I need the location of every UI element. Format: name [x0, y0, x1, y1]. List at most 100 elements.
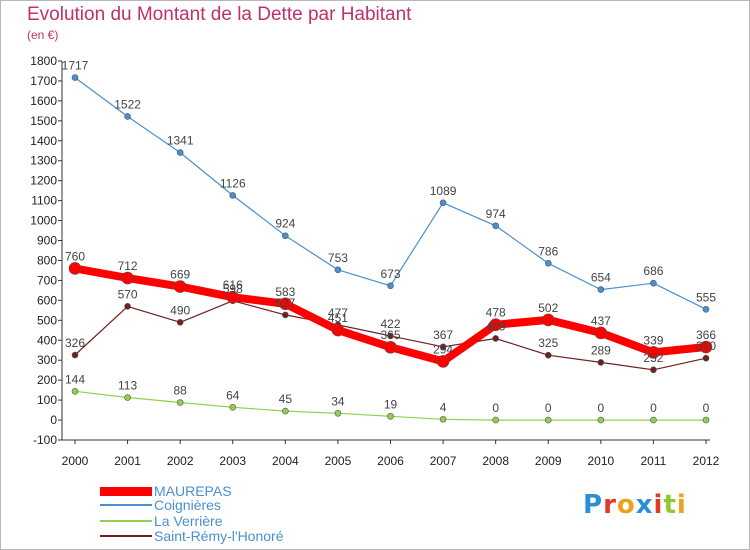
x-tick-label: 2003 — [219, 454, 246, 468]
data-label: 45 — [279, 392, 293, 406]
data-label: 144 — [65, 372, 85, 386]
legend-swatch-coignieres — [100, 504, 152, 506]
legend-swatch-maurepas — [100, 487, 152, 496]
data-point — [594, 326, 608, 340]
data-label: 0 — [703, 401, 710, 415]
data-point — [544, 259, 552, 267]
x-tick-label: 2000 — [62, 454, 89, 468]
legend-swatch-la-verriere — [100, 520, 152, 522]
data-point — [331, 323, 345, 337]
data-label: 34 — [331, 394, 345, 408]
data-point — [650, 416, 657, 424]
data-point — [541, 313, 555, 327]
data-label: 1341 — [167, 134, 194, 148]
data-label: 113 — [118, 379, 137, 393]
chart-axes: 1800170016001500140013001200110010009008… — [30, 54, 719, 468]
chart-subtitle: (en €) — [27, 28, 59, 42]
y-tick-label: 700 — [37, 273, 57, 287]
data-label: 19 — [384, 397, 398, 411]
data-point — [279, 297, 292, 311]
data-label: 502 — [538, 301, 558, 315]
data-label: 616 — [223, 278, 243, 292]
data-label: 673 — [380, 267, 400, 281]
y-tick-label: 1100 — [31, 194, 57, 208]
brand-logo: Proxiti — [583, 490, 687, 520]
data-label: 422 — [380, 317, 400, 331]
x-tick-label: 2001 — [114, 454, 141, 468]
x-tick-label: 2002 — [167, 454, 194, 468]
y-tick-label: 1500 — [30, 114, 57, 128]
data-label: 570 — [118, 287, 138, 301]
y-tick-label: 1600 — [30, 94, 57, 108]
data-label: 924 — [275, 217, 295, 231]
data-point — [439, 343, 447, 351]
data-label: 669 — [170, 268, 190, 282]
x-tick-label: 2008 — [482, 454, 509, 468]
data-point — [124, 394, 131, 401]
y-tick-label: 1000 — [30, 214, 57, 228]
brand-letter: i — [653, 490, 664, 520]
data-label: 1717 — [62, 59, 89, 73]
data-label: 490 — [170, 303, 190, 317]
data-label: 760 — [65, 249, 85, 263]
y-tick-label: 600 — [37, 293, 57, 307]
y-tick-label: 1200 — [30, 174, 57, 188]
data-label: 477 — [328, 306, 348, 320]
data-label: 451 — [328, 311, 348, 325]
data-point — [597, 286, 605, 293]
legend-label-la-verriere: La Verrière — [154, 513, 223, 529]
data-point — [384, 340, 397, 354]
y-tick-label: 1300 — [30, 154, 57, 168]
data-label: 294 — [433, 342, 453, 356]
y-tick-label: 1800 — [30, 54, 57, 68]
data-label: 1522 — [114, 97, 141, 111]
data-point — [387, 332, 394, 340]
data-label: 478 — [486, 306, 506, 320]
brand-letter: t — [663, 490, 677, 520]
data-point — [334, 266, 342, 274]
data-label: 1089 — [430, 184, 457, 198]
data-point — [492, 416, 499, 424]
data-label: 786 — [538, 244, 558, 258]
data-label: 339 — [643, 333, 663, 347]
data-point — [492, 335, 499, 342]
data-point — [702, 354, 710, 362]
data-point — [650, 366, 657, 374]
data-point — [702, 306, 710, 313]
data-point — [176, 399, 184, 406]
series-labels: 1717 1522 1341 1126 924 753 673 1089 974 786 654 68… — [62, 59, 717, 415]
y-tick-label: 1400 — [30, 134, 57, 148]
data-point — [71, 351, 79, 359]
brand-letter: P — [583, 490, 604, 520]
brand-letter: x — [635, 490, 654, 520]
x-tick-label: 2011 — [641, 454, 667, 468]
data-point — [176, 319, 184, 326]
data-label: 88 — [173, 383, 187, 397]
data-point — [226, 290, 240, 304]
data-label: 409 — [486, 319, 506, 333]
data-label: 1126 — [220, 176, 246, 190]
data-label: 753 — [328, 251, 348, 265]
x-tick-label: 2009 — [535, 454, 562, 468]
y-tick-label: 900 — [37, 234, 57, 248]
data-point — [229, 403, 237, 411]
data-label: 64 — [226, 388, 240, 402]
data-label: 686 — [643, 264, 663, 278]
data-point — [647, 346, 660, 359]
data-label: 252 — [643, 351, 663, 365]
x-tick-label: 2006 — [377, 454, 404, 468]
data-label: 654 — [591, 271, 611, 285]
data-point — [544, 351, 552, 359]
data-label: 4 — [440, 400, 447, 414]
data-label: 598 — [223, 282, 243, 296]
data-point — [597, 416, 605, 424]
data-point — [699, 340, 713, 354]
data-point — [176, 149, 184, 156]
data-label: 0 — [545, 401, 552, 415]
legend-label-maurepas: MAUREPAS — [154, 483, 232, 499]
data-label: 974 — [486, 207, 506, 221]
brand-letter: r — [603, 490, 617, 520]
x-tick-label: 2005 — [325, 454, 352, 468]
data-point — [173, 280, 187, 293]
